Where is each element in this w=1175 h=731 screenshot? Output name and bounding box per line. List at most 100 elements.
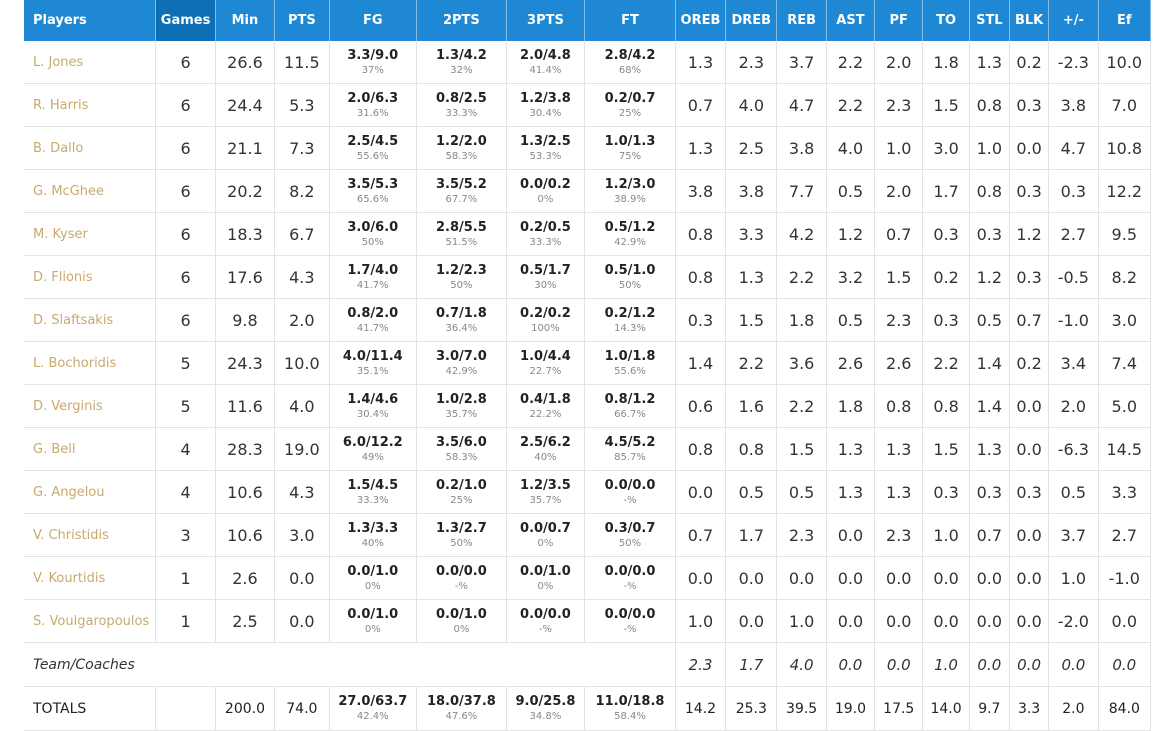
column-header-fg[interactable]: FG — [329, 0, 418, 41]
ef-cell: 3.0 — [1098, 298, 1152, 342]
player-name-link[interactable]: D. Flionis — [24, 255, 157, 299]
minutes-cell: 10.6 — [215, 470, 276, 514]
dreb-cell: 2.3 — [725, 41, 778, 84]
column-header-players[interactable]: Players — [24, 0, 157, 41]
points-cell: 19.0 — [274, 427, 330, 471]
made-attempted: 0.0/0.0 — [435, 563, 487, 579]
percentage: -% — [623, 623, 637, 635]
percentage: 33.3% — [529, 236, 562, 248]
column-header-games[interactable]: Games — [155, 0, 216, 41]
made-attempted: 2.5/4.5 — [347, 133, 399, 149]
column-header-stl[interactable]: STL — [969, 0, 1010, 41]
shooting-cell-p3: 1.2/3.8 30.4% — [506, 83, 586, 127]
column-header-oreb[interactable]: OREB — [675, 0, 727, 41]
column-header-ft[interactable]: FT — [584, 0, 676, 41]
made-attempted: 0.2/1.2 — [604, 305, 656, 321]
column-header-min[interactable]: Min — [215, 0, 276, 41]
pf-cell: 1.0 — [874, 126, 924, 170]
stl-cell: 0.0 — [969, 556, 1010, 600]
shooting-cell-fg: 4.0/11.4 35.1% — [329, 341, 418, 385]
player-name-link[interactable]: G. Angelou — [24, 470, 157, 514]
column-header-pf[interactable]: PF — [874, 0, 924, 41]
player-name-link[interactable]: R. Harris — [24, 83, 157, 127]
made-attempted: 0.0/0.7 — [520, 520, 571, 536]
pf-cell: 2.3 — [874, 298, 924, 342]
team-pf-cell: 0.0 — [874, 642, 924, 687]
totals-blk-cell: 3.3 — [1009, 686, 1050, 731]
player-name-link[interactable]: V. Kourtidis — [24, 556, 157, 600]
points-cell: 0.0 — [274, 556, 330, 600]
player-name-link[interactable]: G. McGhee — [24, 169, 157, 213]
player-name-link[interactable]: B. Dallo — [24, 126, 157, 170]
reb-cell: 0.5 — [776, 470, 827, 514]
player-name-link[interactable]: L. Jones — [24, 41, 157, 84]
made-attempted: 1.0/1.3 — [604, 133, 656, 149]
games-cell: 6 — [155, 41, 216, 84]
made-attempted: 0.0/0.2 — [520, 176, 571, 192]
shooting-cell-ft: 0.0/0.0 -% — [584, 599, 676, 643]
to-cell: 0.8 — [922, 384, 970, 428]
pm-cell: 3.8 — [1048, 83, 1099, 127]
made-attempted: 0.0/0.0 — [604, 563, 656, 579]
ast-cell: 1.3 — [826, 427, 876, 471]
percentage: 50% — [450, 279, 473, 291]
to-cell: 0.3 — [922, 470, 970, 514]
column-header-blk[interactable]: BLK — [1009, 0, 1050, 41]
column-header-pts[interactable]: PTS — [274, 0, 330, 41]
points-cell: 4.0 — [274, 384, 330, 428]
shooting-cell-p3: 0.4/1.8 22.2% — [506, 384, 586, 428]
shooting-cell-fg: 1.7/4.0 41.7% — [329, 255, 418, 299]
dreb-cell: 3.3 — [725, 212, 778, 256]
ast-cell: 2.2 — [826, 41, 876, 84]
column-header-3pts[interactable]: 3PTS — [506, 0, 586, 41]
table-row: G. Angelou 4 10.6 4.3 1.5/4.5 33.3% 0.2/1.0 25%… — [24, 470, 1152, 514]
shooting-cell-p3: 0.0/0.0 -% — [506, 599, 586, 643]
column-header-reb[interactable]: REB — [776, 0, 827, 41]
stl-cell: 0.0 — [969, 599, 1010, 643]
dreb-cell: 0.5 — [725, 470, 778, 514]
percentage: 55.6% — [356, 150, 389, 162]
minutes-cell: 24.3 — [215, 341, 276, 385]
pf-cell: 2.6 — [874, 341, 924, 385]
percentage: 67.7% — [445, 193, 478, 205]
reb-cell: 2.2 — [776, 384, 827, 428]
player-name-link[interactable]: L. Bochoridis — [24, 341, 157, 385]
column-header-dreb[interactable]: DREB — [725, 0, 778, 41]
player-name-link[interactable]: S. Voulgaropoulos — [24, 599, 157, 643]
player-name-link[interactable]: D. Verginis — [24, 384, 157, 428]
percentage: 42.9% — [614, 236, 646, 248]
made-attempted: 0.0/1.0 — [520, 563, 571, 579]
column-header-plus-minus[interactable]: +/- — [1048, 0, 1099, 41]
ast-cell: 1.8 — [826, 384, 876, 428]
reb-cell: 2.3 — [776, 513, 827, 557]
column-header-2pts[interactable]: 2PTS — [416, 0, 507, 41]
stl-cell: 0.7 — [969, 513, 1010, 557]
player-name-link[interactable]: D. Slaftsakis — [24, 298, 157, 342]
totals-ef-cell: 84.0 — [1098, 686, 1152, 731]
player-name-link[interactable]: G. Bell — [24, 427, 157, 471]
oreb-cell: 0.6 — [675, 384, 727, 428]
to-cell: 2.2 — [922, 341, 970, 385]
pf-cell: 2.3 — [874, 513, 924, 557]
made-attempted: 0.5/1.7 — [520, 262, 571, 278]
to-cell: 0.0 — [922, 599, 970, 643]
to-cell: 0.0 — [922, 556, 970, 600]
player-name-link[interactable]: M. Kyser — [24, 212, 157, 256]
totals-dreb-cell: 25.3 — [725, 686, 778, 731]
column-header-ast[interactable]: AST — [826, 0, 876, 41]
ef-cell: 10.8 — [1098, 126, 1152, 170]
points-cell: 7.3 — [274, 126, 330, 170]
made-attempted: 1.0/4.4 — [520, 348, 571, 364]
shooting-cell-ft: 11.0/18.8 58.4% — [584, 686, 676, 731]
shooting-cell-fg: 0.8/2.0 41.7% — [329, 298, 418, 342]
column-header-ef[interactable]: Ef — [1098, 0, 1152, 41]
shooting-cell-ft: 0.5/1.2 42.9% — [584, 212, 676, 256]
player-name-link[interactable]: V. Christidis — [24, 513, 157, 557]
minutes-cell: 10.6 — [215, 513, 276, 557]
table-row: G. Bell 4 28.3 19.0 6.0/12.2 49% 3.5/6.0 58.3% 2… — [24, 427, 1152, 471]
column-header-to[interactable]: TO — [922, 0, 970, 41]
games-cell: 1 — [155, 599, 216, 643]
dreb-cell: 0.8 — [725, 427, 778, 471]
made-attempted: 1.2/3.8 — [520, 90, 571, 106]
percentage: 42.9% — [445, 365, 478, 377]
